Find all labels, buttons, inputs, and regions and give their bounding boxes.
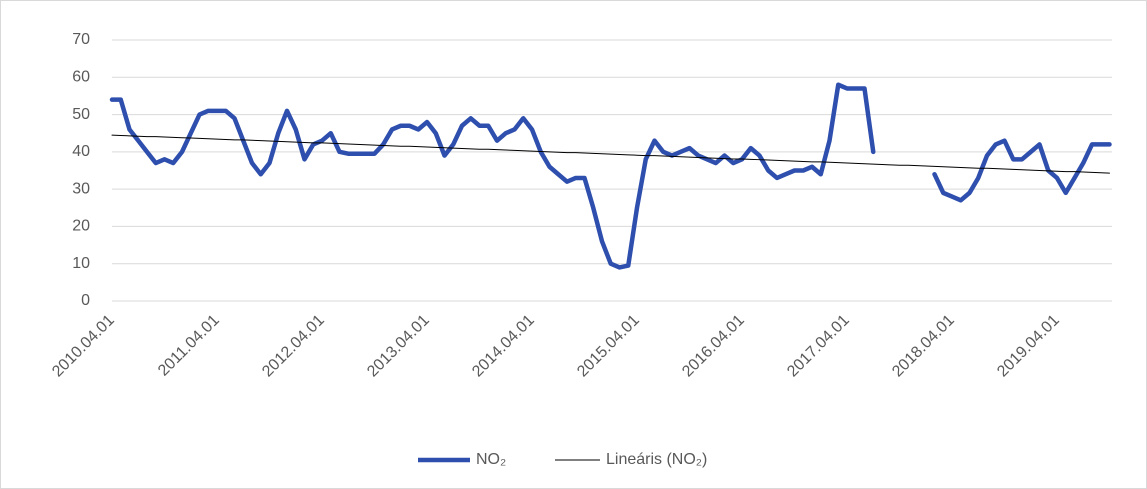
y-tick-label: 20 bbox=[72, 218, 90, 235]
y-tick-label: 30 bbox=[72, 180, 90, 197]
legend-label: NO₂ bbox=[476, 451, 506, 468]
y-tick-label: 70 bbox=[72, 31, 90, 48]
series-line bbox=[111, 134, 1110, 174]
legend-label: Lineáris (NO₂) bbox=[606, 451, 707, 468]
series-line bbox=[932, 138, 1112, 203]
y-tick-label: 60 bbox=[72, 69, 90, 86]
series-line bbox=[109, 82, 876, 270]
y-tick-label: 0 bbox=[81, 292, 90, 309]
y-tick-label: 10 bbox=[72, 255, 90, 272]
y-tick-label: 40 bbox=[72, 143, 90, 160]
y-tick-label: 50 bbox=[72, 106, 90, 123]
